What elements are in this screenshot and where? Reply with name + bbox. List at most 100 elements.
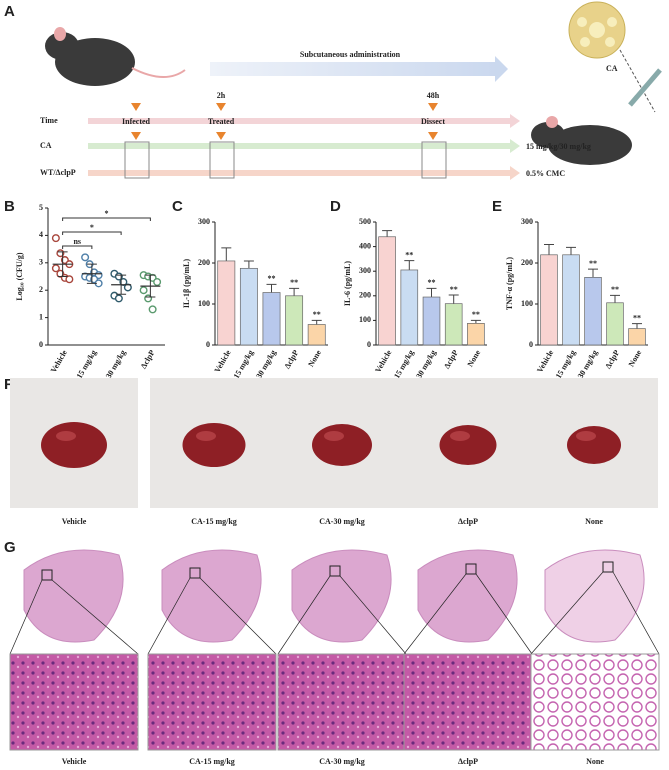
time-label: 48h <box>427 91 440 100</box>
dose-label: 0.5% CMC <box>526 169 565 178</box>
y-tick-label: 400 <box>359 241 371 250</box>
panel-letter: F <box>4 376 13 393</box>
y-tick-label: 0 <box>39 340 43 349</box>
histology-label: ΔclpP <box>458 757 478 766</box>
x-tick-label: ΔclpP <box>139 348 157 370</box>
histology-image <box>9 653 139 751</box>
photo-label: CA-30 mg/kg <box>319 517 365 526</box>
histology-label: CA-30 mg/kg <box>319 757 365 766</box>
bar <box>307 324 326 346</box>
error-bar <box>470 319 481 324</box>
significance-label: ** <box>472 310 480 319</box>
bar <box>562 254 580 346</box>
error-bar <box>86 263 97 284</box>
error-bar <box>426 287 437 298</box>
zoom-line <box>9 579 43 655</box>
error-bar <box>221 247 232 261</box>
x-tick-label: Vehicle <box>373 348 393 374</box>
data-point <box>148 305 157 314</box>
error-bar <box>266 283 277 293</box>
histology-image <box>277 653 407 751</box>
error-bar <box>610 294 620 303</box>
photo-label: Vehicle <box>62 517 87 526</box>
zoom-line <box>51 579 139 655</box>
significance-label: ** <box>611 285 619 294</box>
lung-section <box>291 549 392 643</box>
event-label: Infected <box>122 117 151 126</box>
y-tick-label: 300 <box>359 266 371 275</box>
event-label: Dissect <box>421 117 445 126</box>
zoom-line <box>339 575 407 655</box>
histology-label: None <box>586 757 604 766</box>
bar <box>378 236 396 346</box>
panel-letter: G <box>4 539 16 556</box>
bar <box>606 302 624 346</box>
error-bar <box>404 260 415 270</box>
zoom-box <box>465 563 477 575</box>
comparison-bracket <box>62 217 151 221</box>
lung-section <box>544 549 645 643</box>
arrow-label: Subcutaneous administration <box>300 50 401 59</box>
error-bar <box>57 251 68 277</box>
lung-section <box>23 549 124 643</box>
error-bar <box>566 246 576 255</box>
data-point <box>153 277 162 286</box>
y-tick-label: 1 <box>39 312 43 321</box>
organ-photo <box>439 425 497 465</box>
x-tick-label: ΔclpP <box>603 348 621 370</box>
bar <box>467 323 485 346</box>
zoom-box <box>329 565 341 577</box>
x-tick-label: None <box>627 348 644 368</box>
bar <box>239 267 258 346</box>
x-tick-label: Vehicle <box>49 348 69 374</box>
y-tick-label: 2 <box>39 285 43 294</box>
histology-label: Vehicle <box>62 757 87 766</box>
x-tick-label: None <box>466 348 483 368</box>
bar <box>584 277 602 346</box>
panel-a-artwork <box>45 1 662 180</box>
significance-label: ** <box>268 274 276 283</box>
comparison-bracket <box>62 231 122 235</box>
histology-image <box>403 653 533 751</box>
panel-letter: D <box>330 198 341 215</box>
x-tick-label: Vehicle <box>535 348 555 374</box>
significance-label: ** <box>405 250 413 259</box>
error-bar <box>588 268 598 278</box>
organ-highlight <box>576 431 596 441</box>
y-axis-label: IL-6 (pg/mL) <box>343 261 352 306</box>
error-bar <box>382 230 393 237</box>
organ-photo <box>182 423 246 467</box>
significance-label: ** <box>313 310 321 319</box>
bar <box>540 254 558 346</box>
error-bar <box>116 274 127 295</box>
compound-label: CA <box>606 64 618 73</box>
zoom-line <box>403 573 467 655</box>
row-label: Time <box>40 116 58 125</box>
row-label: WT/ΔclpP <box>40 168 76 177</box>
significance-label: ** <box>290 278 298 287</box>
comparison-label: * <box>90 223 94 232</box>
comparison-label: ns <box>73 237 81 246</box>
histology-label: CA-15 mg/kg <box>189 757 235 766</box>
organ-highlight <box>450 431 470 441</box>
data-point <box>51 234 60 243</box>
photo-label: CA-15 mg/kg <box>191 517 237 526</box>
time-label: 2h <box>217 91 226 100</box>
zoom-line <box>147 577 191 655</box>
organ-highlight <box>56 431 76 441</box>
y-tick-label: 300 <box>521 217 533 226</box>
x-tick-label: Vehicle <box>213 348 233 374</box>
comparison-label: * <box>105 209 109 218</box>
organ-photo <box>41 422 107 468</box>
error-bar <box>544 244 554 255</box>
bar <box>217 260 236 346</box>
y-tick-label: 0 <box>367 340 371 349</box>
y-tick-label: 500 <box>359 217 371 226</box>
error-bar <box>311 319 322 325</box>
comparison-bracket <box>62 245 93 249</box>
organ-highlight <box>324 431 344 441</box>
x-tick-label: None <box>306 348 323 368</box>
y-tick-label: 200 <box>521 258 533 267</box>
organ-photo <box>312 424 372 466</box>
